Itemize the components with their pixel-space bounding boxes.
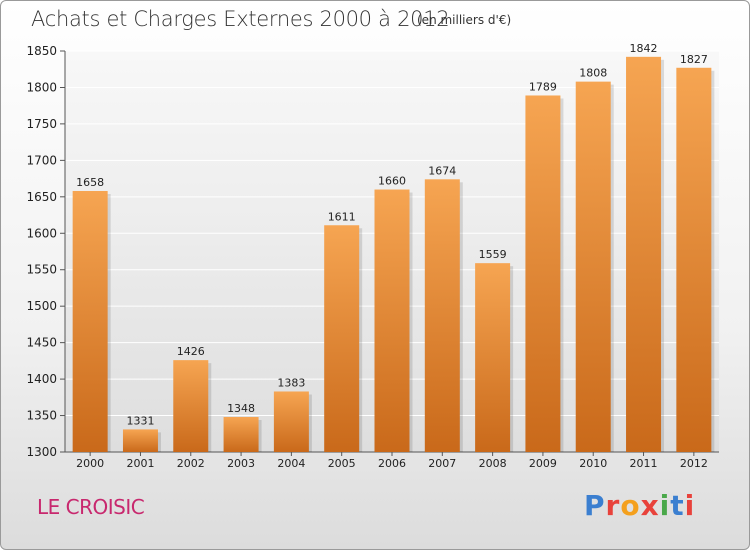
bar [475,263,511,452]
bar [525,95,561,452]
x-tick-label: 2009 [529,457,557,470]
y-tick-label: 1550 [26,263,57,277]
data-label: 1383 [277,376,305,389]
bar [72,190,108,452]
bar [626,56,662,452]
data-label: 1674 [428,164,456,177]
data-label: 1611 [328,210,356,223]
logo-letter: r [605,489,621,522]
bar [374,189,410,452]
data-label: 1331 [126,414,154,427]
chart-subtitle: (en milliers d'€) [417,13,512,27]
y-tick-label: 1500 [26,299,57,313]
data-label: 1789 [529,80,557,93]
y-tick-label: 1750 [26,117,57,131]
chart-title: Achats et Charges Externes 2000 à 2012 [31,7,450,31]
y-tick-label: 1450 [26,336,57,350]
data-label: 1660 [378,175,406,188]
x-tick-label: 2010 [579,457,607,470]
data-label: 1559 [479,248,507,261]
bar [424,179,460,452]
bar [324,225,360,452]
data-label: 1658 [76,176,104,189]
logo-letter: i [659,489,671,522]
logo-letter: t [670,489,685,522]
y-tick-label: 1600 [26,226,57,240]
proxiti-logo: Proxiti [584,489,695,522]
data-label: 1842 [630,42,658,55]
bar [173,360,209,452]
data-label: 1426 [177,345,205,358]
y-tick-label: 1700 [26,153,57,167]
x-tick-label: 2003 [227,457,255,470]
x-tick-label: 2006 [378,457,406,470]
x-tick-label: 2011 [630,457,658,470]
x-tick-label: 2000 [76,457,104,470]
x-tick-label: 2005 [328,457,356,470]
data-label: 1827 [680,53,708,66]
bar [676,67,712,452]
data-label: 1348 [227,402,255,415]
logo-letter: x [640,489,660,522]
logo-letter: i [684,489,696,522]
commune-name: LE CROISIC [37,495,145,519]
x-tick-label: 2001 [126,457,154,470]
logo-letter: o [620,489,641,522]
y-tick-label: 1350 [26,409,57,423]
bar [223,417,259,452]
x-tick-label: 2004 [277,457,305,470]
data-label: 1808 [579,67,607,80]
y-tick-label: 1650 [26,190,57,204]
logo-letter: P [584,489,606,522]
bar [122,429,158,452]
y-tick-label: 1400 [26,372,57,386]
y-tick-label: 1300 [26,445,57,459]
bar [575,81,611,452]
x-tick-label: 2002 [177,457,205,470]
bar [273,391,309,452]
y-tick-label: 1850 [26,44,57,58]
x-tick-label: 2007 [428,457,456,470]
x-tick-label: 2008 [479,457,507,470]
x-tick-label: 2012 [680,457,708,470]
y-tick-label: 1800 [26,80,57,94]
